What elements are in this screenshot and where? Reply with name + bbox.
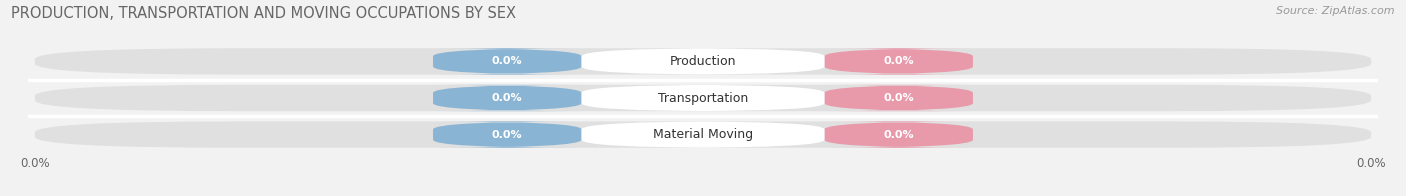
FancyBboxPatch shape [582,85,824,111]
Text: Source: ZipAtlas.com: Source: ZipAtlas.com [1277,6,1395,16]
Text: 0.0%: 0.0% [883,93,914,103]
FancyBboxPatch shape [824,121,973,148]
FancyBboxPatch shape [433,85,582,111]
FancyBboxPatch shape [35,48,1371,75]
Legend: Male, Female: Male, Female [640,192,766,196]
Text: PRODUCTION, TRANSPORTATION AND MOVING OCCUPATIONS BY SEX: PRODUCTION, TRANSPORTATION AND MOVING OC… [11,6,516,21]
FancyBboxPatch shape [824,85,973,111]
Text: 0.0%: 0.0% [492,56,523,66]
Text: 0.0%: 0.0% [492,93,523,103]
FancyBboxPatch shape [35,85,1371,111]
Text: Production: Production [669,55,737,68]
Text: 0.0%: 0.0% [492,130,523,140]
FancyBboxPatch shape [824,48,973,75]
FancyBboxPatch shape [433,48,582,75]
FancyBboxPatch shape [433,121,582,148]
Text: 0.0%: 0.0% [883,56,914,66]
FancyBboxPatch shape [582,48,824,75]
Text: Transportation: Transportation [658,92,748,104]
FancyBboxPatch shape [582,121,824,148]
FancyBboxPatch shape [35,121,1371,148]
Text: 0.0%: 0.0% [883,130,914,140]
Text: Material Moving: Material Moving [652,128,754,141]
